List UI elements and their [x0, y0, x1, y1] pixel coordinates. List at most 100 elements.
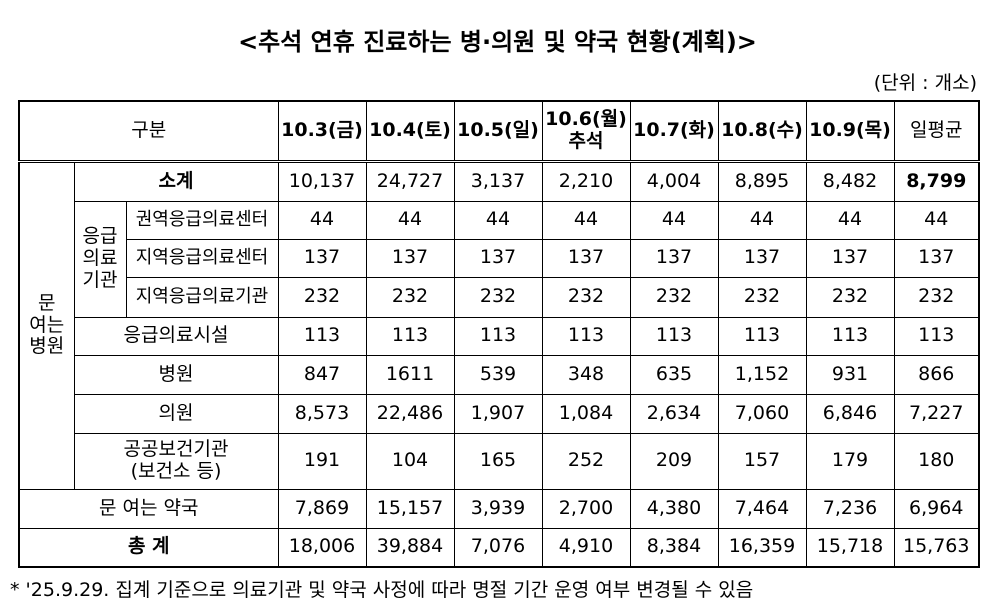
cell: 39,884 — [365, 527, 455, 568]
cell: 348 — [541, 354, 631, 395]
cell: 3,137 — [453, 160, 543, 202]
cell-text: 10.9(목) — [809, 118, 891, 141]
cell: 232 — [541, 276, 631, 318]
cell-text: 10.7(화) — [633, 118, 715, 141]
cell: 137 — [629, 238, 719, 278]
cell: 8,573 — [277, 393, 367, 434]
cell: 44 — [365, 200, 455, 240]
cell-text: 소계 — [158, 169, 194, 192]
cell: 113 — [365, 316, 455, 356]
cell: 137 — [541, 238, 631, 278]
cell: 4,004 — [629, 160, 719, 202]
row: 문 여는 약국 7,869 15,157 3,939 2,700 4,380 7,464 7,… — [18, 488, 980, 529]
table: 구분 10.3(금) 10.4(토) 10.5(일) 10.6(월) 추석 10.7(화) 1… — [18, 100, 980, 568]
cell-text: 권역응급의료센터 — [135, 208, 269, 230]
cell-text: 추석 — [568, 129, 604, 152]
header-cell: 10.7(화) — [629, 100, 719, 163]
title: <추석 연휴 진료하는 병·의원 및 약국 현황(계획)> — [238, 28, 757, 56]
cell: 113 — [893, 316, 980, 356]
header-cell: 일평균 — [893, 100, 980, 163]
cell: 6,846 — [805, 393, 895, 434]
cell-text: 10.6(월) — [545, 107, 627, 130]
cell: 44 — [453, 200, 543, 240]
cell: 113 — [805, 316, 895, 356]
cell-text: 응급의료시설 — [123, 324, 229, 347]
cell: 191 — [277, 432, 367, 490]
cell: 232 — [277, 276, 367, 318]
footnote: * '25.9.29. 집계 기준으로 의료기관 및 약국 사정에 따라 명절 … — [10, 579, 754, 601]
cell: 113 — [717, 316, 807, 356]
cell: 7,060 — [717, 393, 807, 434]
cell: 44 — [717, 200, 807, 240]
cell: 179 — [805, 432, 895, 490]
cell: 1,084 — [541, 393, 631, 434]
cell: 137 — [717, 238, 807, 278]
cell: 7,227 — [893, 393, 980, 434]
cell: 15,718 — [805, 527, 895, 568]
cell: 137 — [277, 238, 367, 278]
cell-text: 문 여는 약국 — [99, 496, 199, 519]
cell: 7,464 — [717, 488, 807, 529]
cell: 8,482 — [805, 160, 895, 202]
row-label: 지역응급의료센터 — [125, 238, 279, 278]
row-label: 소계 — [73, 160, 279, 202]
cell: 113 — [629, 316, 719, 356]
cell: 232 — [453, 276, 543, 318]
cell-text: 지역응급의료센터 — [135, 246, 269, 268]
cell: 165 — [453, 432, 543, 490]
cell-text: 10.3(금) — [281, 118, 363, 141]
cell: 180 — [893, 432, 980, 490]
cell-text: 응급 — [82, 225, 118, 248]
cell: 18,006 — [277, 527, 367, 568]
group-label: 응급 의료 기관 — [73, 200, 127, 318]
cell-text: 일평균 — [910, 118, 963, 141]
cell-text: 기관 — [82, 268, 118, 291]
row: 문 여는 병원 소계 10,137 24,727 3,137 2,210 4,004 8,895 8… — [18, 160, 980, 490]
row-label: 응급의료시설 — [73, 316, 279, 356]
cell-text: 총 계 — [127, 535, 170, 558]
cell: 113 — [541, 316, 631, 356]
cell: 15,157 — [365, 488, 455, 529]
unit: (단위 : 개소) — [873, 72, 977, 94]
cell-text: 문 — [38, 291, 56, 314]
cell: 113 — [277, 316, 367, 356]
header-row: 구분 10.3(금) 10.4(토) 10.5(일) 10.6(월) 추석 10.7(화) 1… — [18, 100, 980, 163]
row: 응급 의료 기관 권역응급의료센터 44 44 44 44 44 44 44 44 — [19, 200, 980, 318]
row: 지역응급의료센터 137 137 137 137 137 137 137 137 — [19, 238, 980, 278]
cell-text: 구분 — [131, 118, 167, 141]
cell: 44 — [541, 200, 631, 240]
cell-text: 의료 — [82, 247, 118, 270]
cell: 7,076 — [453, 527, 543, 568]
cell: 1611 — [365, 354, 455, 395]
header-cell: 구분 — [18, 100, 279, 163]
cell-text: 의원 — [158, 401, 194, 424]
cell: 1,152 — [717, 354, 807, 395]
cell: 44 — [629, 200, 719, 240]
row-label: 의원 — [73, 393, 279, 434]
cell: 113 — [453, 316, 543, 356]
row: 의원 8,573 22,486 1,907 1,084 2,634 7,060 6,846 7,… — [19, 393, 980, 434]
cell: 232 — [717, 276, 807, 318]
cell: 137 — [453, 238, 543, 278]
cell: 847 — [277, 354, 367, 395]
cell-text: 병원 — [29, 335, 65, 358]
cell: 7,869 — [277, 488, 367, 529]
row: 병원 847 1611 539 348 635 1,152 931 866 — [19, 354, 980, 395]
cell: 209 — [629, 432, 719, 490]
header-cell: 10.6(월) 추석 — [541, 100, 631, 163]
cell-text: 병원 — [158, 362, 194, 385]
cell: 2,700 — [541, 488, 631, 529]
cell: 232 — [365, 276, 455, 318]
cell: 22,486 — [365, 393, 455, 434]
row-label: 병원 — [73, 354, 279, 395]
cell: 3,939 — [453, 488, 543, 529]
cell: 539 — [453, 354, 543, 395]
row: 응급의료시설 113 113 113 113 113 113 113 113 — [19, 316, 980, 356]
cell: 635 — [629, 354, 719, 395]
cell: 4,910 — [541, 527, 631, 568]
row-label: 공공보건기관 (보건소 등) — [73, 432, 279, 490]
cell: 931 — [805, 354, 895, 395]
cell: 44 — [805, 200, 895, 240]
row: 지역응급의료기관 232 232 232 232 232 232 232 232 — [19, 276, 980, 318]
row: 공공보건기관 (보건소 등) 191 104 165 252 209 157 179 180 — [19, 432, 980, 490]
